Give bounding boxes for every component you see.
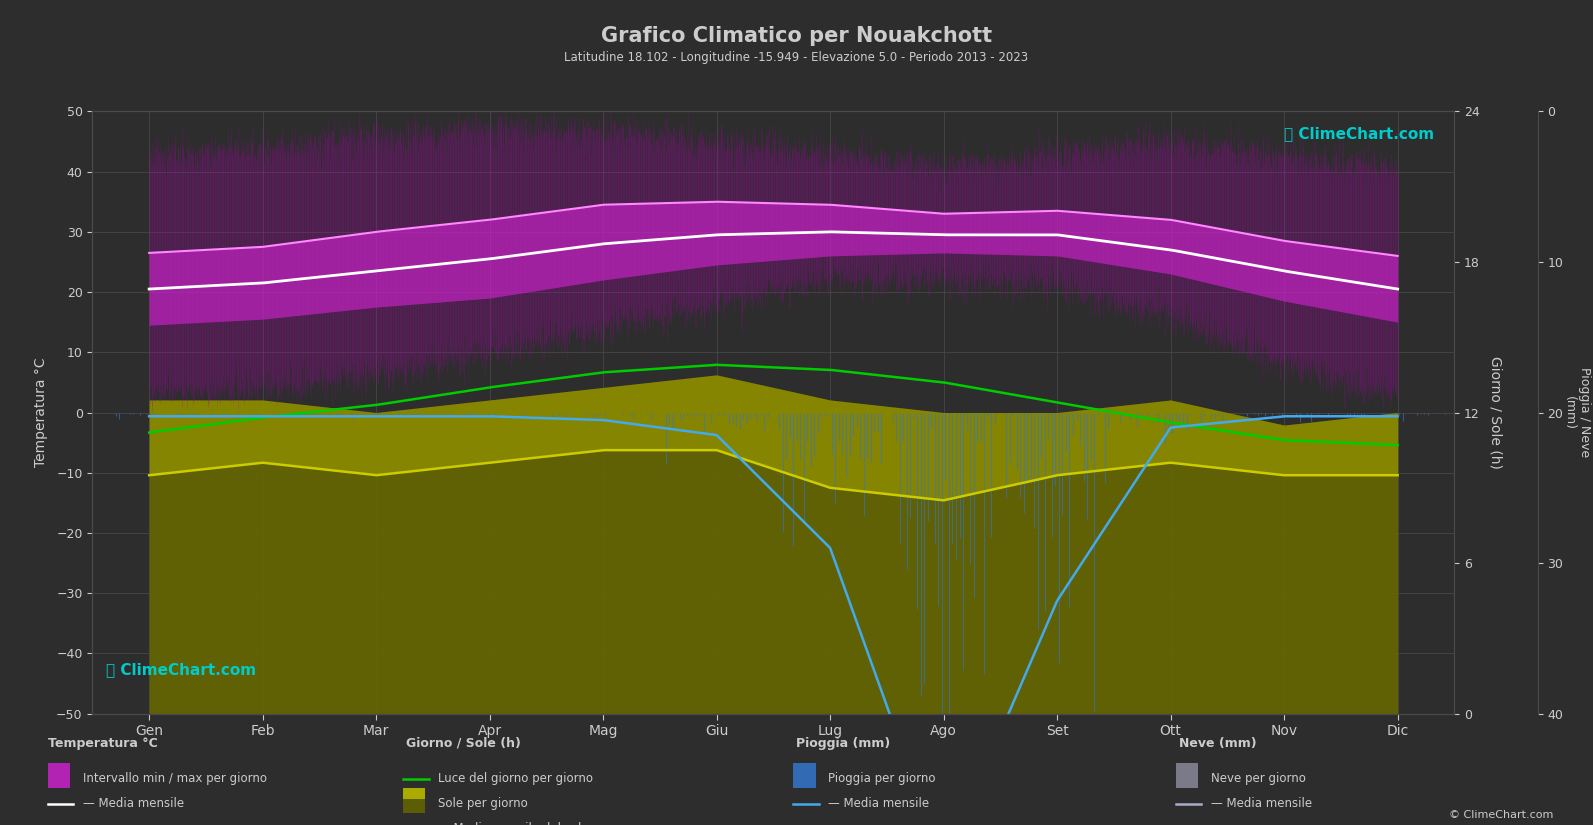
Text: 🌍 ClimeChart.com: 🌍 ClimeChart.com — [1284, 126, 1434, 141]
Text: — Media mensile: — Media mensile — [828, 797, 929, 810]
Text: Luce del giorno per giorno: Luce del giorno per giorno — [438, 772, 593, 785]
Text: 🌍 ClimeChart.com: 🌍 ClimeChart.com — [107, 662, 256, 677]
Text: — Media mensile: — Media mensile — [1211, 797, 1311, 810]
Text: Latitudine 18.102 - Longitudine -15.949 - Elevazione 5.0 - Periodo 2013 - 2023: Latitudine 18.102 - Longitudine -15.949 … — [564, 51, 1029, 64]
Text: Pioggia per giorno: Pioggia per giorno — [828, 772, 935, 785]
Y-axis label: Temperatura °C: Temperatura °C — [33, 358, 48, 467]
Bar — [48, 763, 70, 788]
Text: Neve per giorno: Neve per giorno — [1211, 772, 1306, 785]
Text: Intervallo min / max per giorno: Intervallo min / max per giorno — [83, 772, 268, 785]
Y-axis label: Giorno / Sole (h): Giorno / Sole (h) — [1488, 356, 1502, 469]
Text: — Media mensile del sole: — Media mensile del sole — [438, 822, 589, 825]
Bar — [403, 788, 425, 799]
Text: Pioggia (mm): Pioggia (mm) — [796, 737, 890, 750]
Text: Neve (mm): Neve (mm) — [1179, 737, 1257, 750]
Text: Temperatura °C: Temperatura °C — [48, 737, 158, 750]
Y-axis label: Pioggia / Neve
(mm): Pioggia / Neve (mm) — [1563, 367, 1591, 458]
Text: — Media mensile: — Media mensile — [83, 797, 183, 810]
Text: © ClimeChart.com: © ClimeChart.com — [1448, 810, 1553, 820]
Text: Sole per giorno: Sole per giorno — [438, 797, 527, 810]
Text: Giorno / Sole (h): Giorno / Sole (h) — [406, 737, 521, 750]
Bar — [1176, 763, 1198, 788]
Text: Grafico Climatico per Nouakchott: Grafico Climatico per Nouakchott — [601, 26, 992, 46]
Bar — [793, 763, 816, 788]
Bar — [403, 788, 425, 813]
